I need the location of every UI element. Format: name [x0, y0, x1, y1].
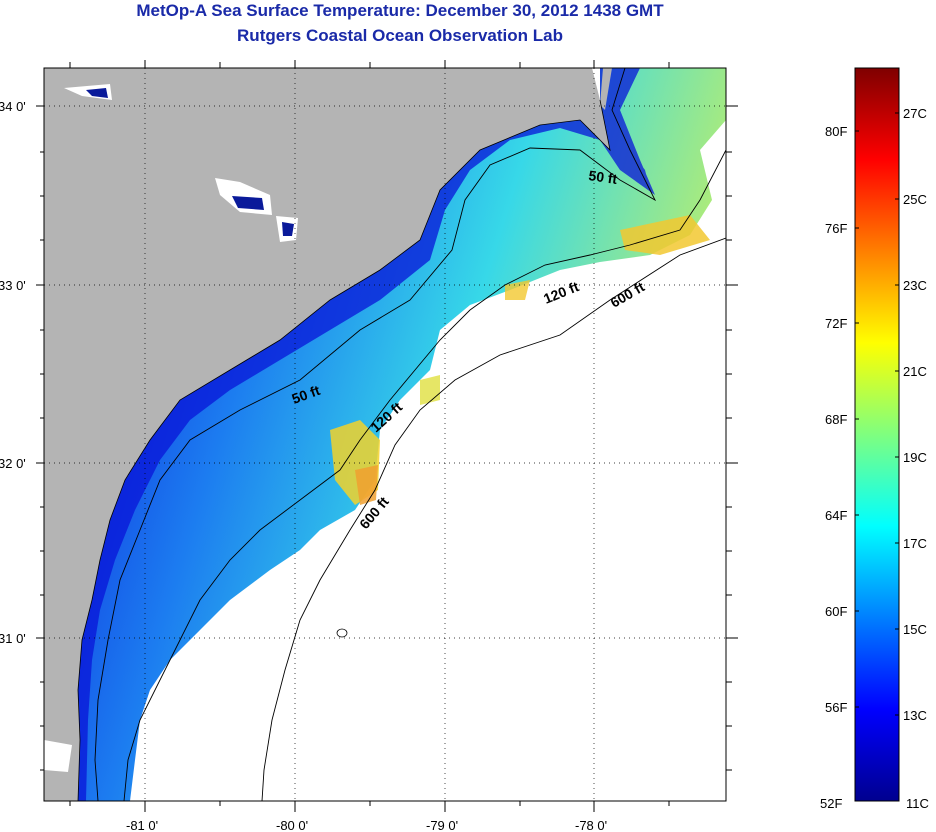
map-plot: 50 ft 50 ft 120 ft 120 ft 600 ft 600 ft: [44, 68, 726, 801]
graticule: [44, 68, 726, 801]
colorbar-c-label: 25C: [903, 192, 927, 207]
colorbar-c-label: 27C: [903, 106, 927, 121]
colorbar-c-label: 15C: [903, 622, 927, 637]
land-mass: [44, 68, 610, 801]
lat-label: 34 0': [0, 99, 26, 114]
axis-ticks: [36, 60, 738, 812]
inland-lake: [86, 88, 108, 98]
inland-lake: [232, 196, 264, 210]
inland-lake: [282, 222, 294, 236]
coastline: [77, 99, 611, 801]
lat-label: 33 0': [0, 278, 26, 293]
contour-50ft: [94, 68, 657, 801]
lat-label: 32 0': [0, 456, 26, 471]
colorbar-f-label: 76F: [825, 221, 847, 236]
colorbar-f-label: 60F: [825, 604, 847, 619]
colorbar-c-label: 21C: [903, 364, 927, 379]
lat-label: 31 0': [0, 631, 26, 646]
colorbar-f-label: 68F: [825, 412, 847, 427]
contour-600ft: [261, 237, 726, 801]
colorbar-f-label: 72F: [825, 316, 847, 331]
colorbar: 80F 76F 72F 68F 64F 60F 56F 52F 27C 25C …: [820, 67, 929, 811]
seamount-contour: [336, 628, 348, 638]
colorbar-ticks: [855, 112, 899, 716]
colorbar-c-label: 11C: [906, 796, 929, 811]
contour-label-50ft: 50 ft: [588, 167, 619, 187]
colorbar-scale: [854, 67, 900, 802]
colorbar-c-label: 19C: [903, 450, 927, 465]
contour-120ft: [123, 149, 726, 801]
colorbar-f-label: 56F: [825, 700, 847, 715]
colorbar-f-label: 64F: [825, 508, 847, 523]
lon-label: -80 0': [276, 818, 308, 832]
colorbar-c-label: 13C: [903, 708, 927, 723]
sst-warm-patch: [620, 215, 710, 255]
inland-lake: [44, 740, 72, 772]
sst-sea-band: [78, 68, 726, 801]
map-title: MetOp-A Sea Surface Temperature: Decembe…: [136, 1, 664, 20]
map-subtitle: Rutgers Coastal Ocean Observation Lab: [237, 26, 563, 45]
colorbar-f-label: 80F: [825, 124, 847, 139]
colorbar-c-label: 23C: [903, 278, 927, 293]
sst-warm-patch: [420, 375, 440, 405]
map-frame: [43, 67, 727, 802]
colorbar-f-label: 52F: [820, 796, 842, 811]
lon-label: -81 0': [126, 818, 158, 832]
barrier-island: [600, 68, 612, 110]
lon-label: -78 0': [575, 818, 607, 832]
lon-label: -79 0': [426, 818, 458, 832]
colorbar-c-label: 17C: [903, 536, 927, 551]
sst-warm-patch: [505, 280, 530, 300]
